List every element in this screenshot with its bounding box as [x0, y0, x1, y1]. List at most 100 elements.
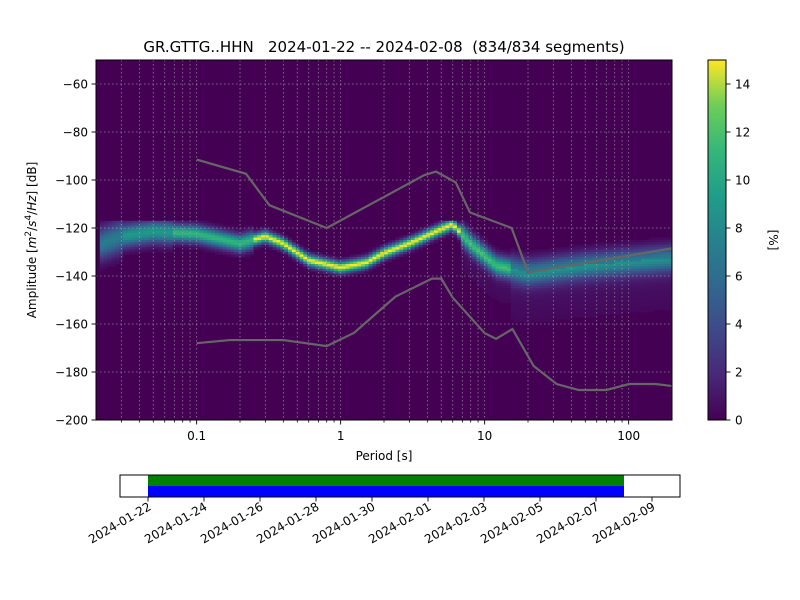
heatmap-cell: [456, 230, 462, 234]
heatmap-cell: [499, 292, 504, 296]
heatmap-cell: [499, 290, 504, 294]
heatmap-cell: [161, 230, 166, 234]
timeline-tick-label: 2024-02-07: [534, 499, 601, 546]
heatmap-cell: [599, 302, 604, 306]
heatmap-cell: [595, 244, 600, 248]
heatmap-cell: [602, 247, 608, 250]
heatmap-cell: [407, 232, 412, 236]
heatmap-cell: [549, 319, 554, 322]
heatmap-cell: [376, 249, 381, 253]
heatmap-cell: [203, 223, 208, 226]
heatmap-cell: [545, 297, 550, 301]
heatmap-cell: [514, 307, 519, 310]
heatmap-cell: [433, 237, 439, 241]
heatmap-cell: [180, 242, 185, 246]
heatmap-cell: [215, 242, 220, 246]
heatmap-cell: [403, 240, 408, 243]
heatmap-cell: [176, 235, 181, 238]
heatmap-cell: [506, 249, 512, 253]
heatmap-cell: [637, 240, 642, 243]
heatmap-cell: [284, 244, 289, 248]
heatmap-cell: [645, 259, 650, 262]
heatmap-cell: [245, 235, 250, 238]
heatmap-cell: [330, 259, 335, 262]
heatmap-cell: [602, 244, 608, 248]
heatmap-cell: [610, 266, 615, 270]
heatmap-cell: [648, 244, 654, 248]
heatmap-cell: [337, 271, 343, 274]
heatmap-cell: [629, 261, 634, 265]
heatmap-cell: [184, 240, 189, 243]
heatmap-cell: [357, 266, 362, 270]
heatmap-cell: [211, 225, 216, 229]
heatmap-cell: [648, 288, 654, 291]
heatmap-cell: [126, 242, 131, 246]
heatmap-cell: [460, 235, 466, 238]
heatmap-cell: [145, 240, 151, 243]
heatmap-cell: [192, 240, 197, 243]
heatmap-cell: [637, 292, 642, 296]
heatmap-cell: [541, 261, 546, 265]
heatmap-cell: [211, 244, 216, 248]
heatmap-cell: [476, 268, 481, 272]
heatmap-cell: [602, 264, 608, 267]
heatmap-cell: [161, 220, 166, 224]
heatmap-cell: [230, 240, 235, 243]
heatmap-cell: [126, 220, 131, 224]
heatmap-cell: [637, 280, 642, 284]
heatmap-cell: [376, 254, 381, 258]
y-tick-label: −120: [55, 222, 88, 236]
heatmap-cell: [583, 290, 588, 294]
heatmap-cell: [664, 290, 669, 294]
heatmap-cell: [168, 237, 174, 241]
heatmap-cell: [280, 240, 285, 243]
heatmap-cell: [414, 247, 419, 250]
heatmap-cell: [218, 240, 224, 243]
heatmap-cell: [172, 228, 178, 231]
heatmap-cell: [483, 271, 489, 274]
heatmap-cell: [207, 225, 212, 229]
heatmap-cell: [591, 268, 596, 272]
heatmap-cell: [652, 292, 658, 296]
heatmap-cell: [572, 273, 577, 277]
heatmap-cell: [460, 247, 466, 250]
heatmap-cell: [629, 244, 634, 248]
heatmap-cell: [529, 321, 535, 325]
heatmap-cell: [618, 309, 623, 313]
heatmap-cell: [180, 230, 185, 234]
chart-title: GR.GTTG..HHN 2024-01-22 -- 2024-02-08 (8…: [143, 38, 624, 56]
heatmap-cell: [522, 314, 527, 318]
heatmap-cell: [591, 256, 596, 260]
heatmap-cell: [526, 316, 531, 320]
heatmap-cell: [284, 252, 289, 255]
heatmap-cell: [472, 232, 477, 236]
heatmap-cell: [610, 280, 615, 284]
heatmap-cell: [610, 295, 615, 298]
heatmap-cell: [606, 304, 611, 308]
heatmap-cell: [487, 268, 492, 272]
heatmap-cell: [107, 259, 112, 262]
heatmap-cell: [645, 254, 650, 258]
heatmap-cell: [564, 252, 569, 255]
heatmap-cell: [195, 242, 201, 246]
heatmap-cell: [472, 273, 477, 277]
heatmap-cell: [552, 273, 558, 277]
heatmap-cell: [353, 268, 358, 272]
heatmap-cell: [618, 261, 623, 265]
heatmap-cell: [499, 261, 504, 265]
colorbar: [707, 59, 727, 421]
heatmap-cell: [464, 254, 469, 258]
heatmap-cell: [422, 225, 427, 229]
heatmap-cell: [495, 268, 500, 272]
heatmap-cell: [625, 261, 631, 265]
heatmap-cell: [176, 237, 181, 241]
heatmap-cell: [422, 228, 427, 231]
heatmap-cell: [664, 271, 669, 274]
heatmap-cell: [195, 228, 201, 231]
heatmap-cell: [138, 249, 143, 253]
heatmap-cell: [341, 264, 346, 267]
heatmap-cell: [560, 254, 565, 258]
heatmap-cell: [403, 244, 408, 248]
heatmap-cell: [656, 302, 661, 306]
y-tick-label: −100: [55, 174, 88, 188]
